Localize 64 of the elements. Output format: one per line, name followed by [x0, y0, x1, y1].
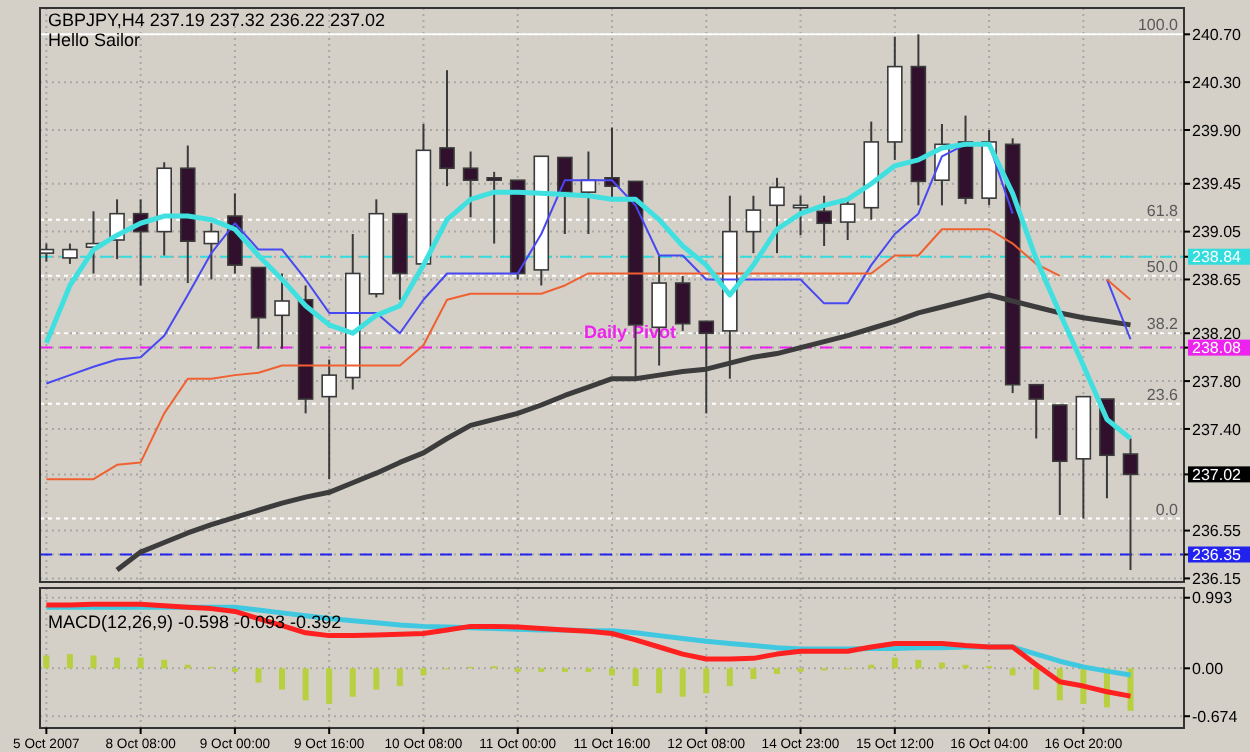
- candlestick: [439, 69, 455, 188]
- annotation: Hello Sailor: [48, 30, 141, 50]
- annotation: 50.0: [1146, 257, 1180, 276]
- bar: [773, 668, 780, 674]
- bar: [373, 668, 380, 690]
- bar: [326, 668, 333, 704]
- y-tick-label: 240.30: [1192, 73, 1243, 92]
- bar: [420, 668, 427, 676]
- bar: [279, 668, 286, 690]
- line-series: [43, 601, 1133, 699]
- bar: [114, 657, 121, 669]
- y-tick-label: 240.70: [1192, 25, 1243, 44]
- bar: [891, 657, 898, 669]
- bar: [1009, 668, 1016, 676]
- bar: [43, 655, 50, 669]
- annotation: 61.8: [1146, 201, 1180, 220]
- y-tick-label: 238.08: [1192, 339, 1243, 358]
- bar: [632, 668, 639, 687]
- bar: [90, 655, 97, 669]
- candlestick: [486, 170, 502, 245]
- candlestick: [1122, 437, 1139, 572]
- annotation: 100.0: [1137, 16, 1180, 35]
- y-tick-label: 236.35: [1192, 546, 1243, 565]
- bar: [609, 668, 615, 676]
- y-tick-label: 238.20: [1192, 324, 1243, 343]
- y-tick-label: 237.40: [1192, 420, 1243, 439]
- bar: [302, 668, 309, 701]
- y-tick-label: 239.05: [1192, 223, 1243, 242]
- y-tick-label: 237.80: [1192, 372, 1243, 391]
- y-tick-label: 238.65: [1192, 271, 1243, 290]
- y-tick-label: 239.45: [1192, 175, 1243, 194]
- annotation: 23.6: [1146, 385, 1180, 404]
- y-tick-label: 0.00: [1192, 659, 1225, 678]
- bar: [750, 668, 757, 679]
- bar: [656, 668, 663, 694]
- y-tick-label: 238.84: [1192, 248, 1243, 267]
- bar: [726, 668, 733, 687]
- y-tick-label: 239.90: [1192, 121, 1243, 140]
- candlestick: [674, 274, 691, 332]
- y-tick-label: 0.993: [1192, 589, 1234, 608]
- bar: [137, 657, 144, 669]
- bar: [255, 668, 262, 683]
- bar: [1033, 668, 1040, 690]
- candlestick: [62, 242, 78, 265]
- candlestick: [462, 150, 479, 219]
- bar: [703, 668, 710, 694]
- annotation: 38.2: [1146, 315, 1180, 334]
- line-series: [43, 141, 1133, 441]
- chart-title: GBPJPY,H4 237.19 237.32 236.22 237.02: [48, 10, 385, 30]
- bar: [915, 659, 922, 669]
- annotation: 0.0: [1155, 500, 1180, 519]
- bar: [349, 668, 356, 697]
- bar: [161, 659, 168, 669]
- y-tick-label: 237.02: [1192, 465, 1243, 484]
- candlestick: [698, 320, 715, 415]
- candlestick: [1028, 383, 1045, 440]
- bar: [396, 668, 403, 687]
- y-tick-label: 236.55: [1192, 522, 1243, 541]
- candlestick: [816, 194, 832, 247]
- candlestick: [557, 156, 573, 236]
- bar: [679, 668, 686, 697]
- bar: [66, 654, 73, 669]
- y-tick-label: -0.674: [1192, 707, 1239, 726]
- y-tick-label: 236.15: [1192, 570, 1243, 589]
